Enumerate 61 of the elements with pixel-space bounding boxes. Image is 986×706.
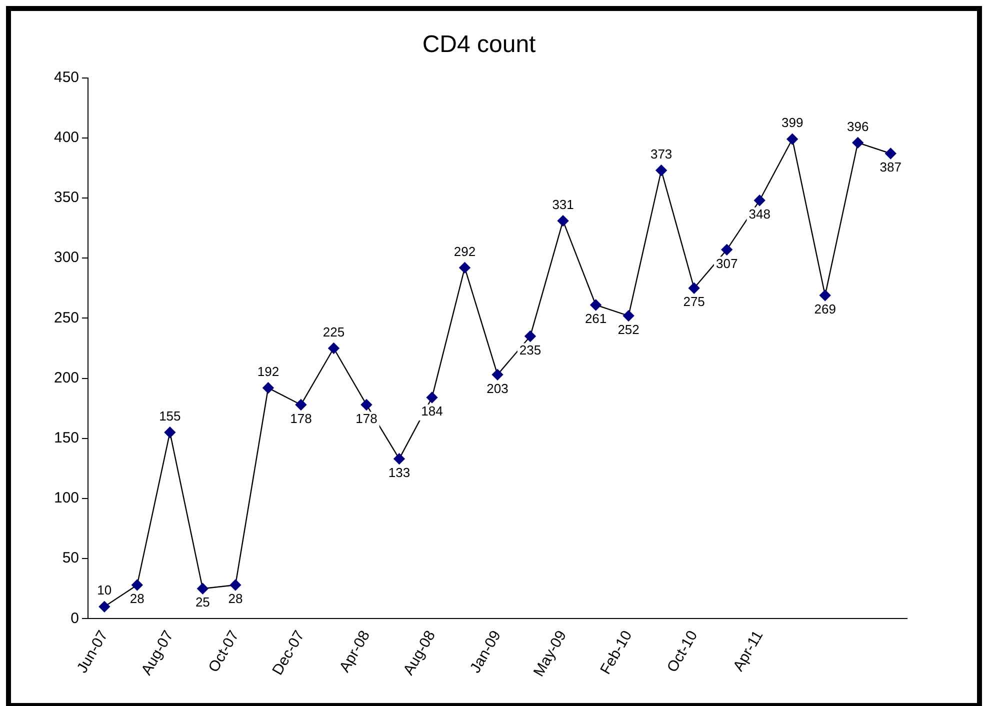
y-tick-label: 200 [54, 369, 80, 386]
point [721, 244, 732, 256]
data-label: 235 [519, 342, 542, 358]
point [426, 392, 438, 404]
data-label: 261 [584, 311, 607, 326]
point [459, 262, 470, 274]
point [394, 453, 405, 464]
data-label: 178 [356, 410, 378, 426]
point [885, 148, 896, 160]
point [98, 601, 110, 612]
point [622, 310, 634, 322]
y-tick-label: 250 [54, 309, 80, 326]
y-tick-label: 50 [62, 550, 80, 567]
point [524, 330, 536, 342]
point [590, 299, 602, 311]
data-label: 399 [781, 115, 804, 130]
y-tick-label: 450 [54, 68, 80, 86]
point [754, 194, 766, 206]
point [557, 215, 569, 226]
data-label: 184 [421, 404, 443, 419]
y-tick-label: 150 [54, 430, 80, 447]
data-label: 373 [650, 146, 672, 162]
point [164, 426, 176, 438]
data-label: 225 [322, 324, 345, 340]
point [656, 164, 667, 176]
data-label: 10 [97, 582, 112, 598]
data-label: 203 [486, 380, 508, 396]
data-label: 275 [683, 294, 705, 310]
data-label: 269 [814, 301, 836, 316]
data-label: 133 [388, 464, 410, 480]
data-label: 348 [748, 206, 770, 222]
point [360, 399, 372, 410]
y-tick-label: 100 [54, 490, 80, 507]
point [132, 579, 143, 591]
data-label: 28 [228, 591, 243, 606]
data-label: 192 [257, 364, 280, 379]
point [820, 290, 831, 301]
data-label: 387 [880, 160, 902, 175]
data-label: 155 [159, 408, 181, 424]
point [197, 583, 208, 594]
point [492, 369, 504, 380]
data-label: 25 [195, 594, 210, 610]
data-label: 396 [847, 118, 869, 134]
data-label: 331 [552, 196, 574, 212]
point [786, 134, 798, 145]
chart-title: CD4 count [422, 31, 536, 58]
data-label: 252 [618, 322, 640, 337]
point [230, 579, 242, 591]
point [295, 399, 307, 410]
y-tick-label: 400 [54, 129, 80, 146]
point [328, 342, 340, 354]
data-label: 307 [716, 256, 738, 271]
y-tick-label: 300 [54, 249, 80, 266]
point [688, 282, 700, 294]
data-label: 28 [130, 591, 144, 606]
y-tick-label: 0 [70, 610, 80, 627]
data-label: 178 [290, 410, 312, 426]
point [262, 382, 274, 394]
y-tick-label: 350 [54, 189, 80, 206]
point [852, 137, 864, 148]
data-label: 292 [454, 244, 476, 259]
